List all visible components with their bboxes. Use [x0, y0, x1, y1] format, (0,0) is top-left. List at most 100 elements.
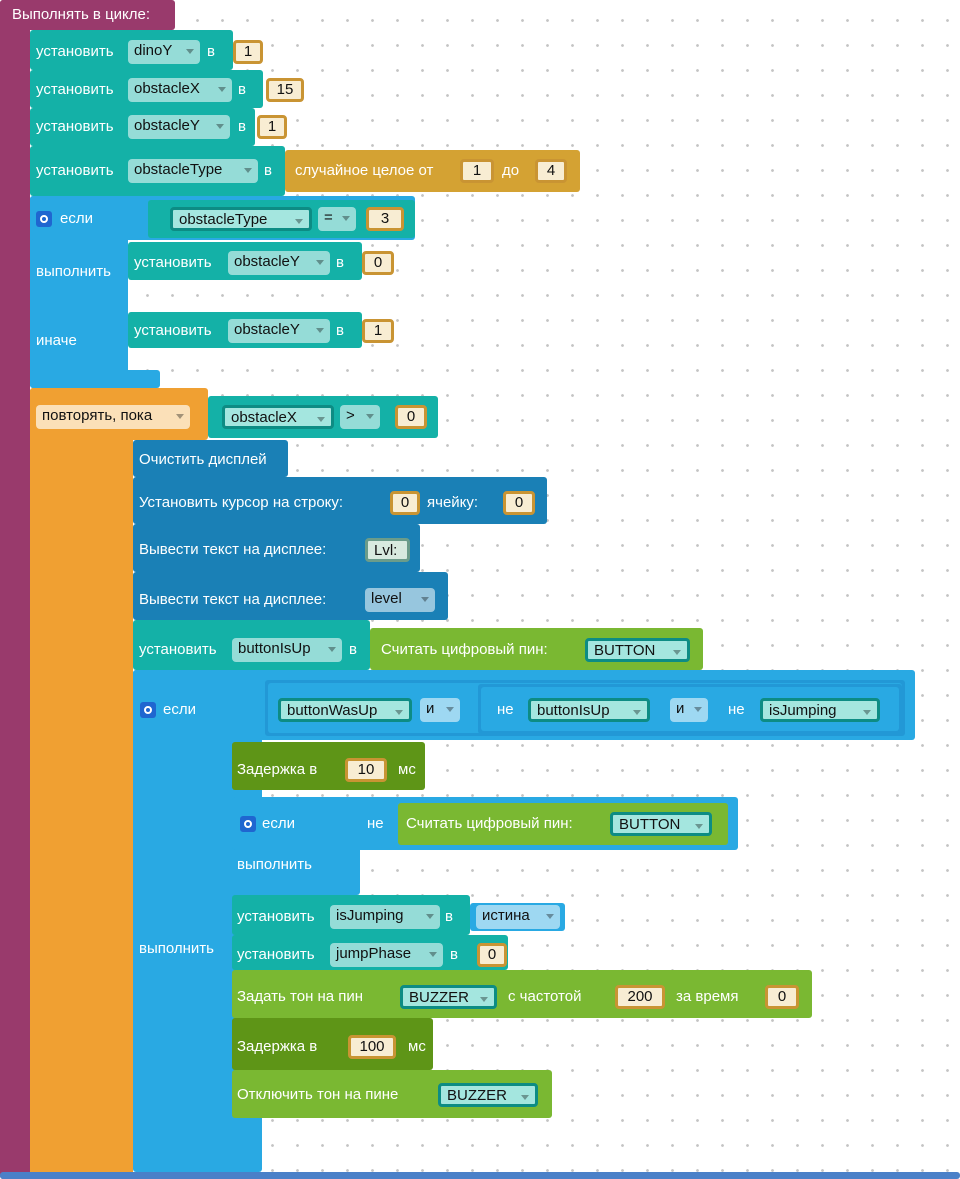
- block-label: в: [445, 908, 453, 925]
- field-dd[interactable]: >: [340, 405, 380, 429]
- field-vr[interactable]: obstacleType: [170, 207, 312, 231]
- if-block[interactable]: [30, 370, 160, 388]
- delay-block[interactable]: [232, 1018, 433, 1070]
- field-txt[interactable]: Lvl:: [365, 538, 410, 562]
- gear-icon[interactable]: [240, 816, 256, 832]
- random-block[interactable]: [285, 150, 580, 192]
- block-label: Считать цифровый пин:: [406, 815, 573, 832]
- delay-block[interactable]: [232, 742, 425, 790]
- block-label: иначе: [36, 332, 77, 349]
- field-dd[interactable]: level: [365, 588, 435, 612]
- field-num[interactable]: 0: [390, 491, 420, 515]
- field-num[interactable]: 0: [362, 251, 394, 275]
- block-label: до: [502, 162, 520, 179]
- block-label: Выполнять в цикле:: [12, 6, 151, 23]
- field-ddo[interactable]: повторять, пока: [36, 405, 190, 429]
- tone-block[interactable]: [232, 970, 812, 1018]
- loop-block-body[interactable]: [0, 0, 30, 1179]
- block-label: случайное целое от: [295, 162, 434, 179]
- block-label: установить: [36, 162, 114, 179]
- field-num[interactable]: 15: [266, 78, 304, 102]
- field-num[interactable]: 10: [345, 758, 387, 782]
- block-label: Отключить тон на пине: [237, 1086, 399, 1103]
- while-block[interactable]: [30, 388, 133, 1179]
- field-vr[interactable]: buttonIsUp: [528, 698, 650, 722]
- field-vr[interactable]: BUTTON: [585, 638, 690, 662]
- block-label: в: [336, 322, 344, 339]
- block-label: выполнить: [237, 856, 312, 873]
- block-label: установить: [134, 322, 212, 339]
- block-label: в: [349, 641, 357, 658]
- block-label: мс: [408, 1038, 426, 1055]
- block-label: Очистить дисплей: [139, 451, 267, 468]
- field-dd[interactable]: jumpPhase: [330, 943, 443, 967]
- block-label: в: [207, 43, 215, 60]
- field-dd[interactable]: obstacleX: [128, 78, 232, 102]
- field-dd[interactable]: buttonIsUp: [232, 638, 342, 662]
- block-label: Задать тон на пин: [237, 988, 364, 1005]
- field-vr[interactable]: buttonWasUp: [278, 698, 412, 722]
- field-num[interactable]: 3: [366, 207, 404, 231]
- field-vr[interactable]: BUZZER: [438, 1083, 538, 1107]
- field-dd[interactable]: =: [318, 207, 356, 231]
- block-label: выполнить: [139, 940, 214, 957]
- block-label: установить: [237, 908, 315, 925]
- field-dd[interactable]: истина: [476, 905, 560, 929]
- block-label: установить: [139, 641, 217, 658]
- block-label: в: [238, 81, 246, 98]
- block-label: Вывести текст на дисплее:: [139, 591, 327, 608]
- block-label: если: [262, 815, 295, 832]
- block-label: Задержка в: [237, 761, 318, 778]
- field-num[interactable]: 0: [395, 405, 427, 429]
- field-dd[interactable]: obstacleY: [228, 251, 330, 275]
- block-label: выполнить: [36, 263, 111, 280]
- field-num[interactable]: 1: [257, 115, 287, 139]
- field-vr[interactable]: BUTTON: [610, 812, 712, 836]
- block-label: установить: [36, 43, 114, 60]
- block-label: в: [336, 254, 344, 271]
- field-num[interactable]: 1: [460, 159, 494, 183]
- field-num[interactable]: 4: [535, 159, 567, 183]
- block-label: Вывести текст на дисплее:: [139, 541, 327, 558]
- gear-icon[interactable]: [140, 702, 156, 718]
- field-num[interactable]: 200: [615, 985, 665, 1009]
- block[interactable]: [133, 440, 288, 477]
- field-dd[interactable]: и: [420, 698, 460, 722]
- block-label: не: [497, 701, 514, 718]
- field-num[interactable]: 0: [503, 491, 535, 515]
- block-label: если: [163, 701, 196, 718]
- block-label: Считать цифровый пин:: [381, 641, 548, 658]
- field-dd[interactable]: obstacleY: [228, 319, 330, 343]
- field-num[interactable]: 100: [348, 1035, 396, 1059]
- block-label: установить: [36, 118, 114, 135]
- block-label: установить: [36, 81, 114, 98]
- field-dd[interactable]: dinoY: [128, 40, 200, 64]
- field-num[interactable]: 0: [765, 985, 799, 1009]
- block-label: не: [367, 815, 384, 832]
- block-label: установить: [237, 946, 315, 963]
- field-dd[interactable]: isJumping: [330, 905, 440, 929]
- field-num[interactable]: 0: [477, 943, 507, 967]
- block-label: в: [264, 162, 272, 179]
- field-dd[interactable]: obstacleType: [128, 159, 258, 183]
- block-label: мс: [398, 761, 416, 778]
- block[interactable]: [133, 477, 547, 524]
- gear-icon[interactable]: [36, 211, 52, 227]
- field-vr[interactable]: BUZZER: [400, 985, 497, 1009]
- field-vr[interactable]: obstacleX: [222, 405, 334, 429]
- block-label: установить: [134, 254, 212, 271]
- field-dd[interactable]: и: [670, 698, 708, 722]
- block-label: Установить курсор на строку:: [139, 494, 344, 511]
- block-label: в: [450, 946, 458, 963]
- block-label: Задержка в: [237, 1038, 318, 1055]
- block-label: если: [60, 210, 93, 227]
- block-label: в: [238, 118, 246, 135]
- block-label: ячейку:: [427, 494, 479, 511]
- bottom-bar[interactable]: [0, 1172, 960, 1179]
- field-dd[interactable]: obstacleY: [128, 115, 230, 139]
- field-num[interactable]: 1: [362, 319, 394, 343]
- field-vr[interactable]: isJumping: [760, 698, 880, 722]
- block-label: с частотой: [508, 988, 582, 1005]
- field-num[interactable]: 1: [233, 40, 263, 64]
